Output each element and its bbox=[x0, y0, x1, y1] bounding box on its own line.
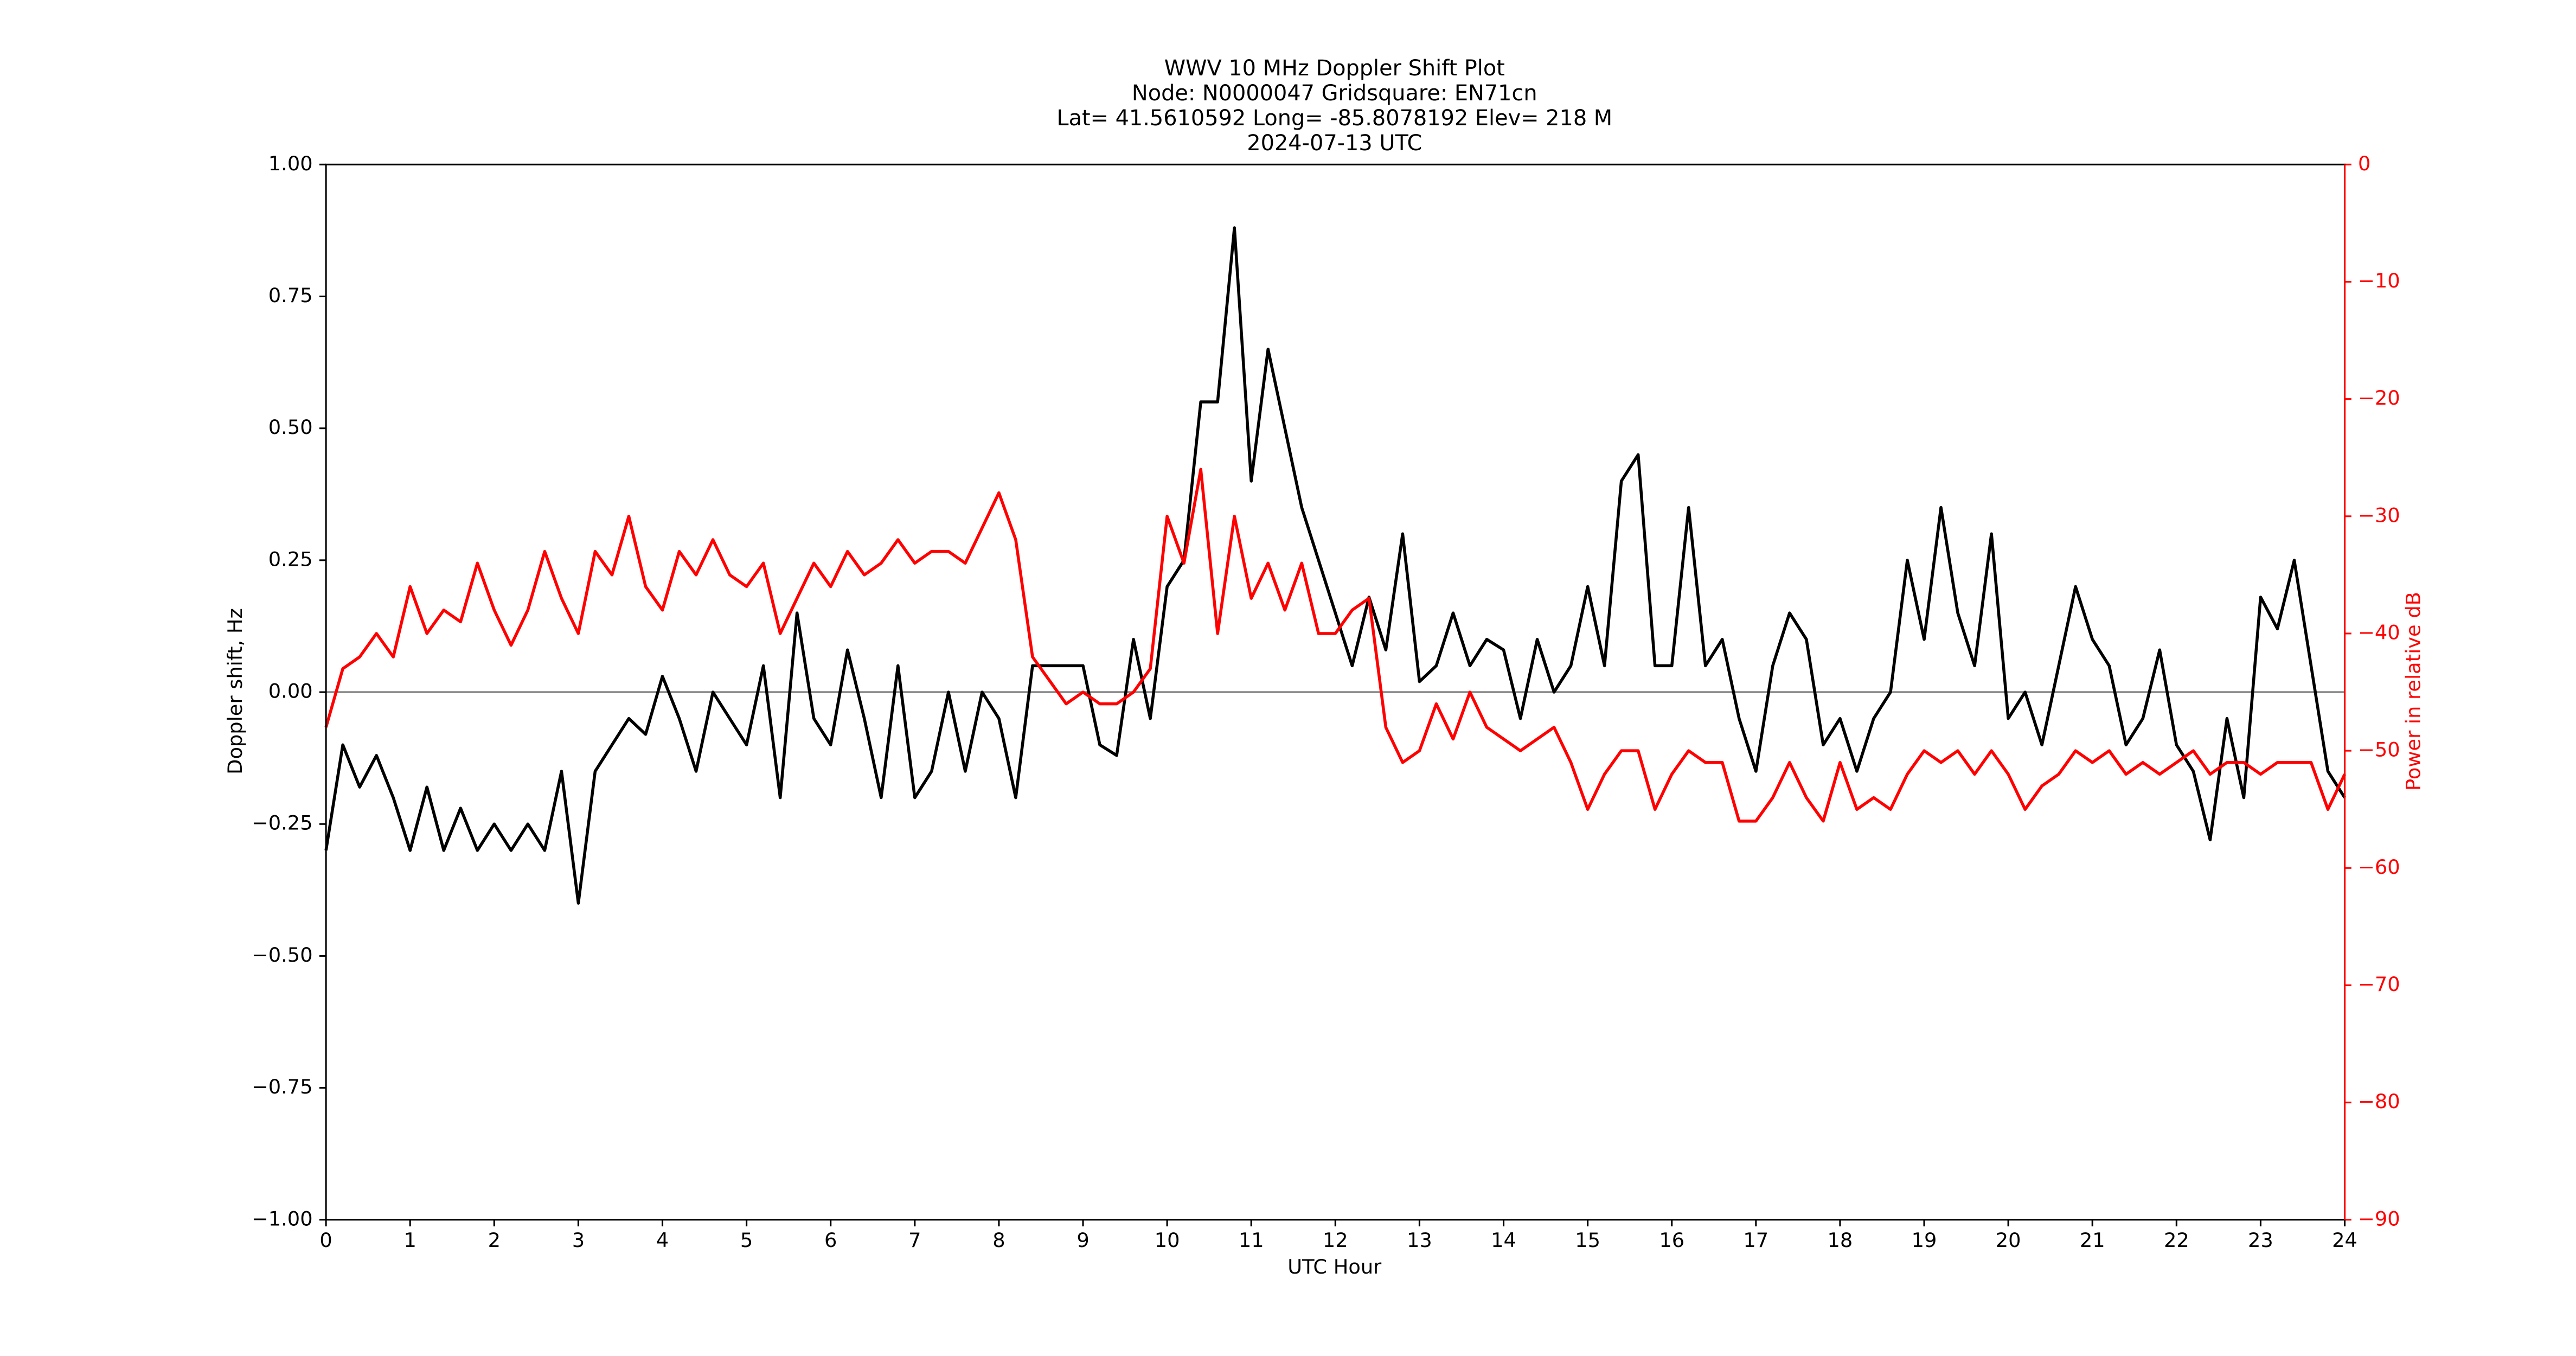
x-tick-label: 23 bbox=[2248, 1229, 2273, 1252]
x-tick-label: 13 bbox=[1407, 1229, 1432, 1252]
x-tick-label: 11 bbox=[1239, 1229, 1264, 1252]
title-line: Lat= 41.5610592 Long= -85.8078192 Elev= … bbox=[1056, 106, 1612, 131]
x-tick-label: 6 bbox=[824, 1229, 837, 1252]
y2-tick-label: −80 bbox=[2358, 1090, 2400, 1113]
y-tick-label: −0.25 bbox=[252, 811, 313, 835]
x-tick-label: 5 bbox=[740, 1229, 753, 1252]
y2-tick-label: −90 bbox=[2358, 1207, 2400, 1230]
y-tick-label: −1.00 bbox=[252, 1207, 313, 1230]
x-tick-label: 4 bbox=[656, 1229, 669, 1252]
x-tick-label: 2 bbox=[488, 1229, 501, 1252]
title-line: Node: N0000047 Gridsquare: EN71cn bbox=[1132, 81, 1537, 106]
y-tick-label: 0.75 bbox=[268, 284, 313, 307]
title-line: 2024-07-13 UTC bbox=[1247, 131, 1422, 156]
y-tick-label: 0.25 bbox=[268, 547, 313, 571]
y-tick-label: −0.75 bbox=[252, 1075, 313, 1098]
y-tick-label: 0.00 bbox=[268, 680, 313, 703]
x-tick-label: 18 bbox=[1828, 1229, 1853, 1252]
y2-tick-label: −40 bbox=[2358, 621, 2400, 644]
y2-tick-label: −70 bbox=[2358, 973, 2400, 996]
x-tick-label: 14 bbox=[1491, 1229, 1516, 1252]
series-line bbox=[324, 226, 2346, 905]
y-tick-label: −0.50 bbox=[252, 943, 313, 967]
x-tick-label: 19 bbox=[1912, 1229, 1937, 1252]
x-tick-label: 9 bbox=[1076, 1229, 1089, 1252]
y2-tick-label: −20 bbox=[2358, 386, 2400, 410]
x-axis-label: UTC Hour bbox=[1287, 1255, 1382, 1278]
x-tick-label: 20 bbox=[1996, 1229, 2021, 1252]
y2-tick-label: −10 bbox=[2358, 269, 2400, 292]
x-tick-label: 16 bbox=[1659, 1229, 1684, 1252]
y-axis-label: Doppler shift, Hz bbox=[223, 608, 247, 775]
x-tick-label: 17 bbox=[1743, 1229, 1768, 1252]
y2-tick-label: −60 bbox=[2358, 855, 2400, 879]
x-tick-label: 12 bbox=[1323, 1229, 1348, 1252]
x-tick-label: 21 bbox=[2080, 1229, 2105, 1252]
series-line bbox=[324, 468, 2347, 823]
x-tick-label: 7 bbox=[908, 1229, 921, 1252]
x-tick-label: 22 bbox=[2164, 1229, 2189, 1252]
x-tick-label: 8 bbox=[992, 1229, 1005, 1252]
y2-axis-label: Power in relative dB bbox=[2402, 592, 2425, 791]
y2-tick-label: −50 bbox=[2358, 738, 2400, 762]
x-tick-label: 15 bbox=[1575, 1229, 1600, 1252]
x-tick-label: 1 bbox=[404, 1229, 416, 1252]
y2-tick-label: −30 bbox=[2358, 503, 2400, 527]
x-tick-label: 10 bbox=[1155, 1229, 1180, 1252]
x-tick-label: 3 bbox=[572, 1229, 585, 1252]
x-tick-label: 0 bbox=[319, 1229, 332, 1252]
y-tick-label: 1.00 bbox=[268, 152, 313, 175]
y2-tick-label: 0 bbox=[2358, 152, 2370, 175]
x-tick-label: 24 bbox=[2332, 1229, 2357, 1252]
y-tick-label: 0.50 bbox=[268, 415, 313, 439]
title-line: WWV 10 MHz Doppler Shift Plot bbox=[1164, 56, 1505, 81]
